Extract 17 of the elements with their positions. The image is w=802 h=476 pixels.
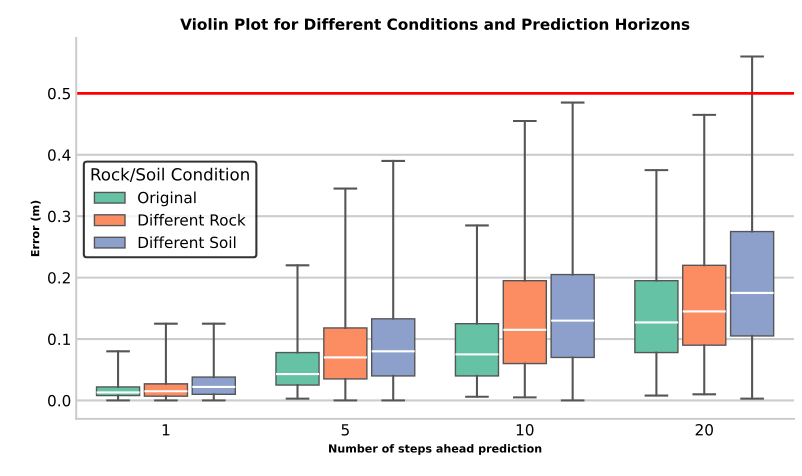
y-tick-label: 0.4 [48,149,70,161]
legend-label: Different Soil [138,236,236,248]
y-tick-label: 0.0 [48,394,70,406]
x-tick-label: 10 [516,424,534,436]
x-axis-title: Number of steps ahead prediction [329,444,542,455]
legend-label: Different Rock [138,214,246,226]
y-tick-label: 0.5 [48,88,70,100]
x-tick-label: 20 [696,424,713,436]
x-tick-label: 1 [162,424,170,436]
legend-label: Original [138,192,196,206]
y-tick-label: 0.3 [48,210,70,222]
y-axis-title: Error (m) [30,200,41,256]
chart-title: Violin Plot for Different Conditions and Prediction Horizons [180,18,690,30]
legend-title: Rock/Soil Condition [92,168,249,182]
y-tick-label: 0.1 [48,334,70,346]
y-tick-label: 0.2 [48,272,70,284]
x-tick-label: 5 [342,424,349,436]
